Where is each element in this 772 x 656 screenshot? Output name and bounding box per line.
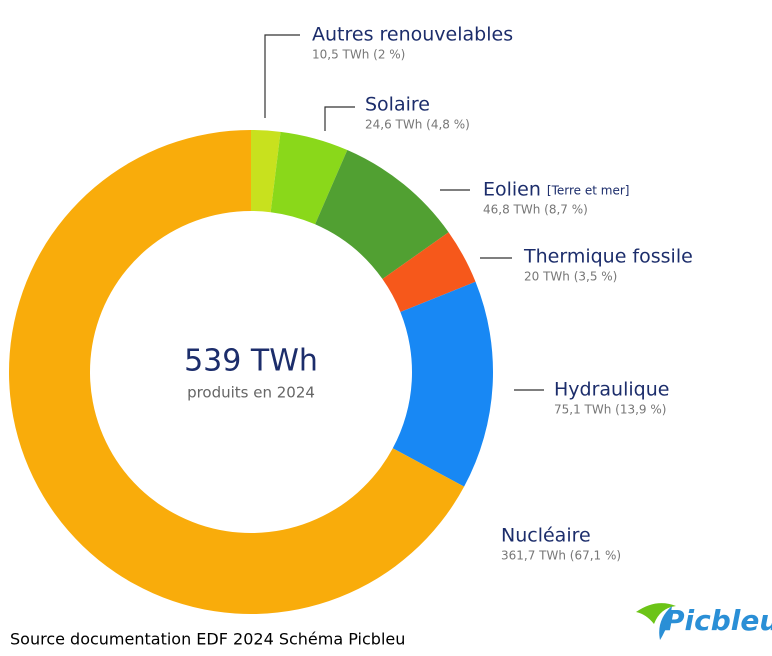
category-label: Solaire bbox=[365, 94, 430, 116]
source: Source documentation EDF 2024 Schéma Pic… bbox=[10, 630, 405, 649]
category-label: Thermique fossile bbox=[523, 246, 693, 268]
slices bbox=[8, 129, 493, 614]
logo-leaf bbox=[659, 606, 672, 640]
category-label: Eolien bbox=[483, 179, 541, 201]
slice bbox=[392, 281, 493, 487]
slice bbox=[8, 129, 465, 614]
center-subtitle: produits en 2024 bbox=[187, 384, 315, 402]
value-label: 75,1 TWh (13,9 %) bbox=[554, 403, 666, 417]
leader-lines bbox=[264, 34, 544, 391]
slice bbox=[270, 131, 348, 225]
value-label: 20 TWh (3,5 %) bbox=[524, 270, 617, 284]
center-title: 539 TWh bbox=[184, 344, 318, 379]
value-label: 24,6 TWh (4,8 %) bbox=[365, 118, 470, 132]
value-label: 46,8 TWh (8,7 %) bbox=[483, 203, 588, 217]
leader-line bbox=[264, 34, 300, 118]
leader-line bbox=[324, 106, 355, 131]
value-label: 10,5 TWh (2 %) bbox=[312, 48, 405, 62]
logo: Picbleu bbox=[636, 603, 772, 640]
category-label: Autres renouvelables bbox=[312, 24, 513, 46]
slice bbox=[251, 130, 281, 213]
category-label: Nucléaire bbox=[501, 525, 591, 547]
logo-leaf bbox=[636, 603, 676, 624]
logo-text: Picbleu bbox=[664, 604, 772, 637]
slice bbox=[382, 232, 476, 312]
category-note: [Terre et mer] bbox=[547, 184, 630, 198]
slice bbox=[315, 149, 449, 280]
value-label: 361,7 TWh (67,1 %) bbox=[501, 549, 621, 563]
category-label: Hydraulique bbox=[554, 379, 669, 401]
